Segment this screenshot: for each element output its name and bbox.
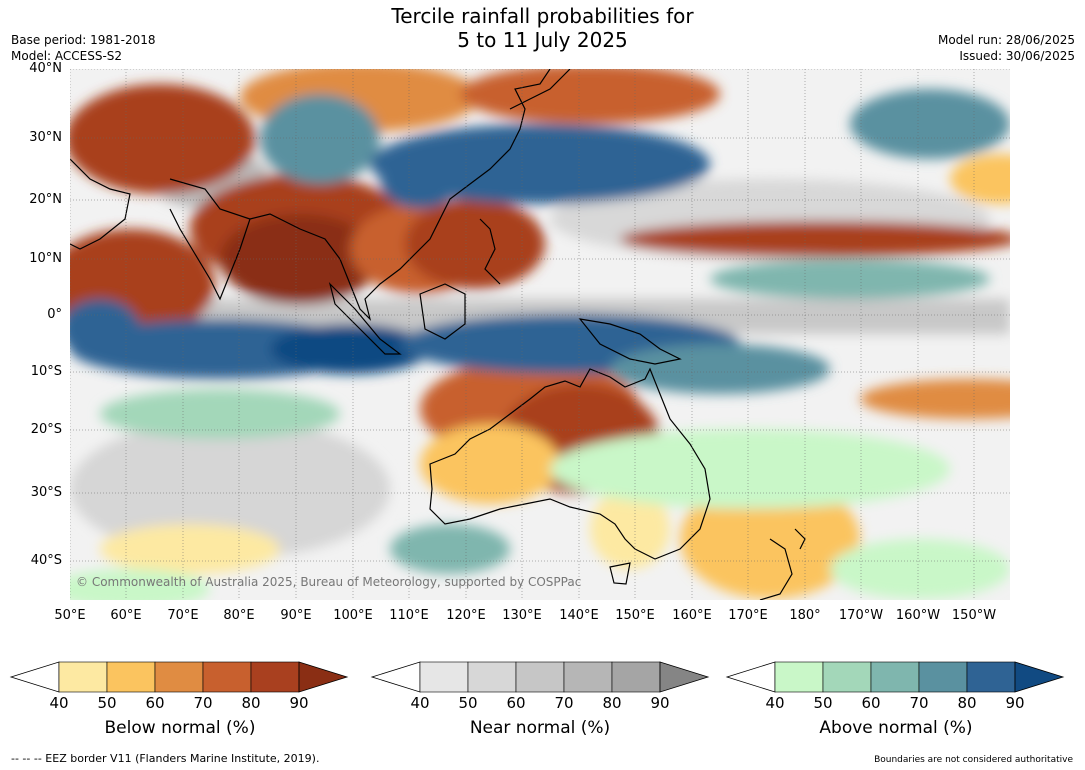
boundaries-disclaimer: Boundaries are not considered authoritat… — [874, 755, 1073, 765]
longitude-label: 130°E — [502, 608, 542, 623]
new-guinea-coast — [578, 318, 682, 365]
colorbar-segment — [918, 661, 968, 693]
colorbar-segment — [419, 661, 469, 693]
colorbar-near-normal — [370, 661, 710, 693]
map-title: Tercile rainfall probabilities for 5 to … — [0, 4, 1085, 52]
longitude-label: 100°E — [333, 608, 373, 623]
title-line-1: Tercile rainfall probabilities for — [391, 4, 694, 28]
colorbar-segment — [467, 661, 517, 693]
colorbar-tick-label: 50 — [813, 694, 833, 712]
latitude-label: 20°S — [30, 422, 62, 437]
colorbar-segment — [154, 661, 204, 693]
longitude-label: 70°E — [167, 608, 199, 623]
japan-coast — [509, 69, 571, 110]
colorbar-tick-label: 70 — [554, 694, 574, 712]
colorbar-segment — [966, 661, 1016, 693]
colorbar-below-normal — [9, 661, 349, 693]
india-coast — [169, 178, 251, 301]
latitude-label: 20°N — [29, 192, 62, 207]
colorbar-above-normal — [725, 661, 1065, 693]
copyright-notice: © Commonwealth of Australia 2025, Bureau… — [76, 575, 581, 589]
longitude-label: 170°E — [728, 608, 768, 623]
colorbar-tick-label: 40 — [765, 694, 785, 712]
latitude-label: 30°N — [29, 130, 62, 145]
colorbar-low-extend — [370, 661, 421, 693]
legend-title-near: Near normal (%) — [469, 718, 611, 738]
longitude-label: 120°E — [446, 608, 486, 623]
colorbar-segment — [822, 661, 872, 693]
model-name: Model: ACCESS-S2 — [11, 49, 123, 63]
longitude-label: 140°E — [559, 608, 599, 623]
colorbar-segment — [106, 661, 156, 693]
philippines-coast — [479, 218, 501, 285]
tasmania-coast — [609, 562, 631, 585]
title-line-2: 5 to 11 July 2025 — [457, 28, 628, 52]
colorbar-tick-label: 60 — [145, 694, 165, 712]
longitude-label: 90°E — [280, 608, 312, 623]
longitude-label: 160°W — [895, 608, 941, 623]
longitude-label: 150°W — [951, 608, 997, 623]
colorbar-tick-label: 70 — [909, 694, 929, 712]
model-run: Model run: 28/06/2025 — [937, 33, 1075, 47]
colorbar-tick-label: 60 — [506, 694, 526, 712]
longitude-label: 110°E — [389, 608, 429, 623]
borneo-coast — [419, 283, 466, 340]
latitude-label: 30°S — [30, 485, 62, 500]
colorbar-tick-label: 40 — [49, 694, 69, 712]
meta-left: Base period: 1981-2018 Model: ACCESS-S2 — [11, 32, 156, 64]
colorbar-high-extend — [1014, 661, 1065, 693]
colorbar-low-extend — [9, 661, 60, 693]
longitude-label: 150°E — [615, 608, 655, 623]
colorbar-tick-label: 50 — [458, 694, 478, 712]
latitude-label: 10°S — [30, 364, 62, 379]
latitude-label: 10°N — [29, 251, 62, 266]
issued-date: Issued: 30/06/2025 — [959, 49, 1075, 63]
colorbar-high-extend — [298, 661, 349, 693]
graticule — [70, 69, 1010, 600]
colorbar-segment — [870, 661, 920, 693]
colorbar-tick-label: 90 — [1005, 694, 1025, 712]
colorbar-tick-label: 60 — [861, 694, 881, 712]
colorbar-segment — [250, 661, 300, 693]
longitude-label: 180° — [789, 608, 821, 623]
longitude-label: 170°W — [838, 608, 884, 623]
colorbar-tick-label: 50 — [97, 694, 117, 712]
legend-title-below: Below normal (%) — [104, 718, 256, 738]
colorbar-segment — [563, 661, 613, 693]
colorbar-tick-label: 80 — [602, 694, 622, 712]
colorbar-segment — [515, 661, 565, 693]
colorbar-tick-label: 40 — [410, 694, 430, 712]
colorbar-tick-label: 70 — [193, 694, 213, 712]
colorbar-low-extend — [725, 661, 776, 693]
colorbar-tick-label: 90 — [289, 694, 309, 712]
latitude-label: 40°N — [29, 61, 62, 76]
eez-border-note: -- -- -- EEZ border V11 (Flanders Marine… — [11, 752, 320, 765]
southeast-asia-coast — [249, 69, 551, 321]
meta-right: Model run: 28/06/2025 Issued: 30/06/2025 — [938, 32, 1075, 64]
map-panel: © Commonwealth of Australia 2025, Bureau… — [70, 69, 1010, 600]
coastlines — [70, 69, 806, 600]
sumatra-coast — [328, 282, 402, 355]
latitude-label: 40°S — [30, 553, 62, 568]
arabia-coast — [70, 158, 131, 250]
legend-title-above: Above normal (%) — [819, 718, 973, 738]
colorbar-high-extend — [659, 661, 710, 693]
colorbar-tick-label: 90 — [650, 694, 670, 712]
colorbars — [9, 661, 1065, 693]
australia-coast — [429, 367, 711, 560]
map-canvas: © Commonwealth of Australia 2025, Bureau… — [70, 69, 1010, 600]
colorbar-segment — [58, 661, 108, 693]
colorbar-segment — [202, 661, 252, 693]
colorbar-segment — [611, 661, 661, 693]
new-zealand-coast — [759, 528, 806, 600]
latitude-label: 0° — [47, 307, 62, 322]
base-period: Base period: 1981-2018 — [11, 33, 156, 47]
colorbar-segment — [774, 661, 824, 693]
longitude-label: 160°E — [672, 608, 712, 623]
longitude-label: 50°E — [54, 608, 86, 623]
longitude-label: 80°E — [223, 608, 255, 623]
colorbar-tick-label: 80 — [241, 694, 261, 712]
colorbar-tick-label: 80 — [957, 694, 977, 712]
longitude-label: 60°E — [110, 608, 142, 623]
